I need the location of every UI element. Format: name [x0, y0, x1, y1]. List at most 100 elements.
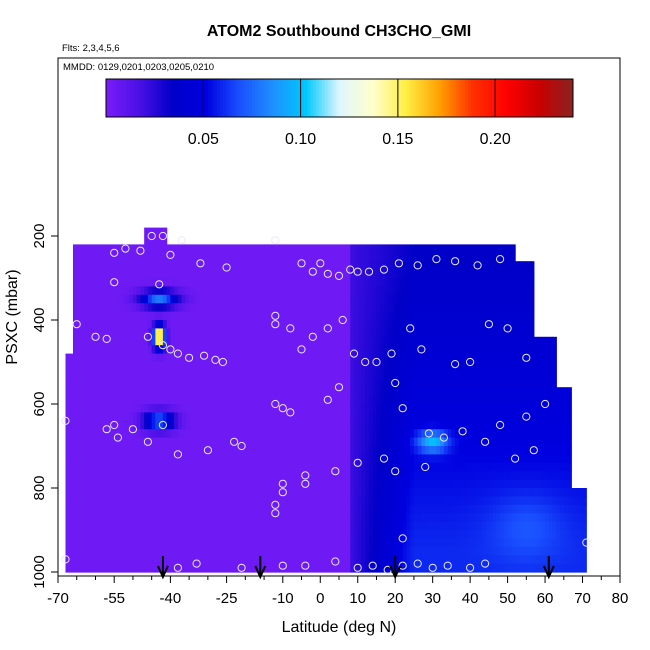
heatmap-cell: [106, 420, 112, 430]
heatmap-cell: [507, 420, 512, 430]
heatmap-cell: [440, 437, 445, 447]
heatmap-cell: [492, 269, 497, 279]
heatmap-cell: [249, 370, 254, 380]
heatmap-cell: [432, 530, 438, 539]
heatmap-cell: [466, 555, 471, 565]
heatmap-cell: [275, 496, 280, 506]
heatmap-cell: [376, 353, 381, 363]
heatmap-cell: [372, 387, 378, 397]
heatmap-cell: [357, 404, 363, 413]
heatmap-cell: [267, 530, 273, 539]
heatmap-cell: [447, 521, 452, 531]
heatmap-cell: [421, 387, 426, 397]
heatmap-cell: [383, 454, 389, 464]
heatmap-cell: [473, 454, 479, 464]
heatmap-cell: [473, 412, 479, 422]
heatmap-cell: [192, 345, 198, 355]
heatmap-cell: [447, 420, 452, 430]
heatmap-cell: [136, 311, 142, 321]
heatmap-cell: [481, 252, 486, 262]
heatmap-cell: [185, 336, 190, 346]
heatmap-cell: [181, 462, 186, 472]
heatmap-cell: [481, 429, 486, 439]
heatmap-cell: [443, 496, 449, 506]
heatmap-cell: [455, 387, 460, 397]
heatmap-cell: [132, 488, 138, 497]
heatmap-cell: [537, 504, 542, 514]
heatmap-cell: [110, 244, 115, 254]
heatmap-cell: [166, 479, 171, 489]
heatmap-cell: [181, 320, 186, 329]
heatmap-cell: [95, 488, 100, 497]
heatmap-cell: [155, 513, 160, 523]
heatmap-cell: [69, 496, 74, 506]
heatmap-cell: [267, 244, 273, 254]
heatmap-cell: [492, 261, 497, 271]
heatmap-cell: [230, 269, 235, 279]
heatmap-cell: [515, 420, 520, 430]
heatmap-cell: [196, 563, 201, 573]
heatmap-cell: [117, 294, 123, 304]
heatmap-cell: [222, 269, 228, 279]
heatmap-cell: [339, 496, 344, 506]
heatmap-cell: [342, 555, 348, 565]
heatmap-cell: [215, 395, 220, 405]
heatmap-cell: [537, 437, 542, 447]
heatmap-cell: [200, 404, 205, 413]
heatmap-cell: [485, 303, 490, 313]
heatmap-cell: [413, 320, 419, 329]
heatmap-cell: [117, 303, 123, 313]
heatmap-cell: [361, 546, 366, 556]
heatmap-cell: [162, 269, 168, 279]
heatmap-cell: [234, 437, 239, 447]
heatmap-cell: [361, 261, 366, 271]
heatmap-cell: [376, 412, 381, 422]
heatmap-cell: [537, 387, 542, 397]
heatmap-cell: [376, 454, 381, 464]
heatmap-cell: [215, 278, 220, 287]
heatmap-cell: [226, 269, 231, 279]
heatmap-cell: [410, 563, 415, 573]
heatmap-cell: [219, 530, 224, 539]
heatmap-cell: [215, 420, 220, 430]
heatmap-cell: [286, 370, 291, 380]
heatmap-cell: [391, 496, 396, 506]
heatmap-cell: [402, 269, 408, 279]
heatmap-cell: [72, 538, 78, 548]
heatmap-cell: [189, 437, 194, 447]
heatmap-cell: [230, 412, 235, 422]
heatmap-cell: [237, 261, 243, 271]
heatmap-cell: [76, 555, 82, 565]
heatmap-cell: [398, 563, 404, 573]
heatmap-cell: [286, 446, 291, 455]
heatmap-cell: [125, 454, 130, 464]
heatmap-cell: [368, 328, 374, 338]
heatmap-cell: [121, 420, 127, 430]
heatmap-cell: [185, 513, 190, 523]
heatmap-cell: [102, 244, 108, 254]
heatmap-cell: [541, 504, 546, 514]
heatmap-cell: [503, 269, 509, 279]
heatmap-cell: [346, 269, 351, 279]
heatmap-cell: [215, 370, 220, 380]
heatmap-cell: [215, 504, 220, 514]
heatmap-cell: [507, 513, 512, 523]
heatmap-cell: [215, 462, 220, 472]
heatmap-cell: [346, 555, 351, 565]
heatmap-cell: [436, 362, 441, 371]
heatmap-cell: [410, 378, 415, 388]
heatmap-cell: [372, 563, 378, 573]
heatmap-cell: [129, 538, 134, 548]
heatmap-cell: [87, 488, 93, 497]
dates-subtitle: MMDD: 0129,0201,0203,0205,0210: [63, 62, 214, 73]
heatmap-cell: [309, 446, 314, 455]
heatmap-cell: [327, 278, 333, 287]
heatmap-cell: [455, 311, 460, 321]
heatmap-cell: [106, 513, 112, 523]
heatmap-cell: [271, 244, 276, 254]
heatmap-cell: [462, 294, 467, 304]
heatmap-cell: [309, 345, 314, 355]
heatmap-cell: [398, 412, 404, 422]
heatmap-cell: [177, 336, 183, 346]
heatmap-cell: [192, 437, 198, 447]
